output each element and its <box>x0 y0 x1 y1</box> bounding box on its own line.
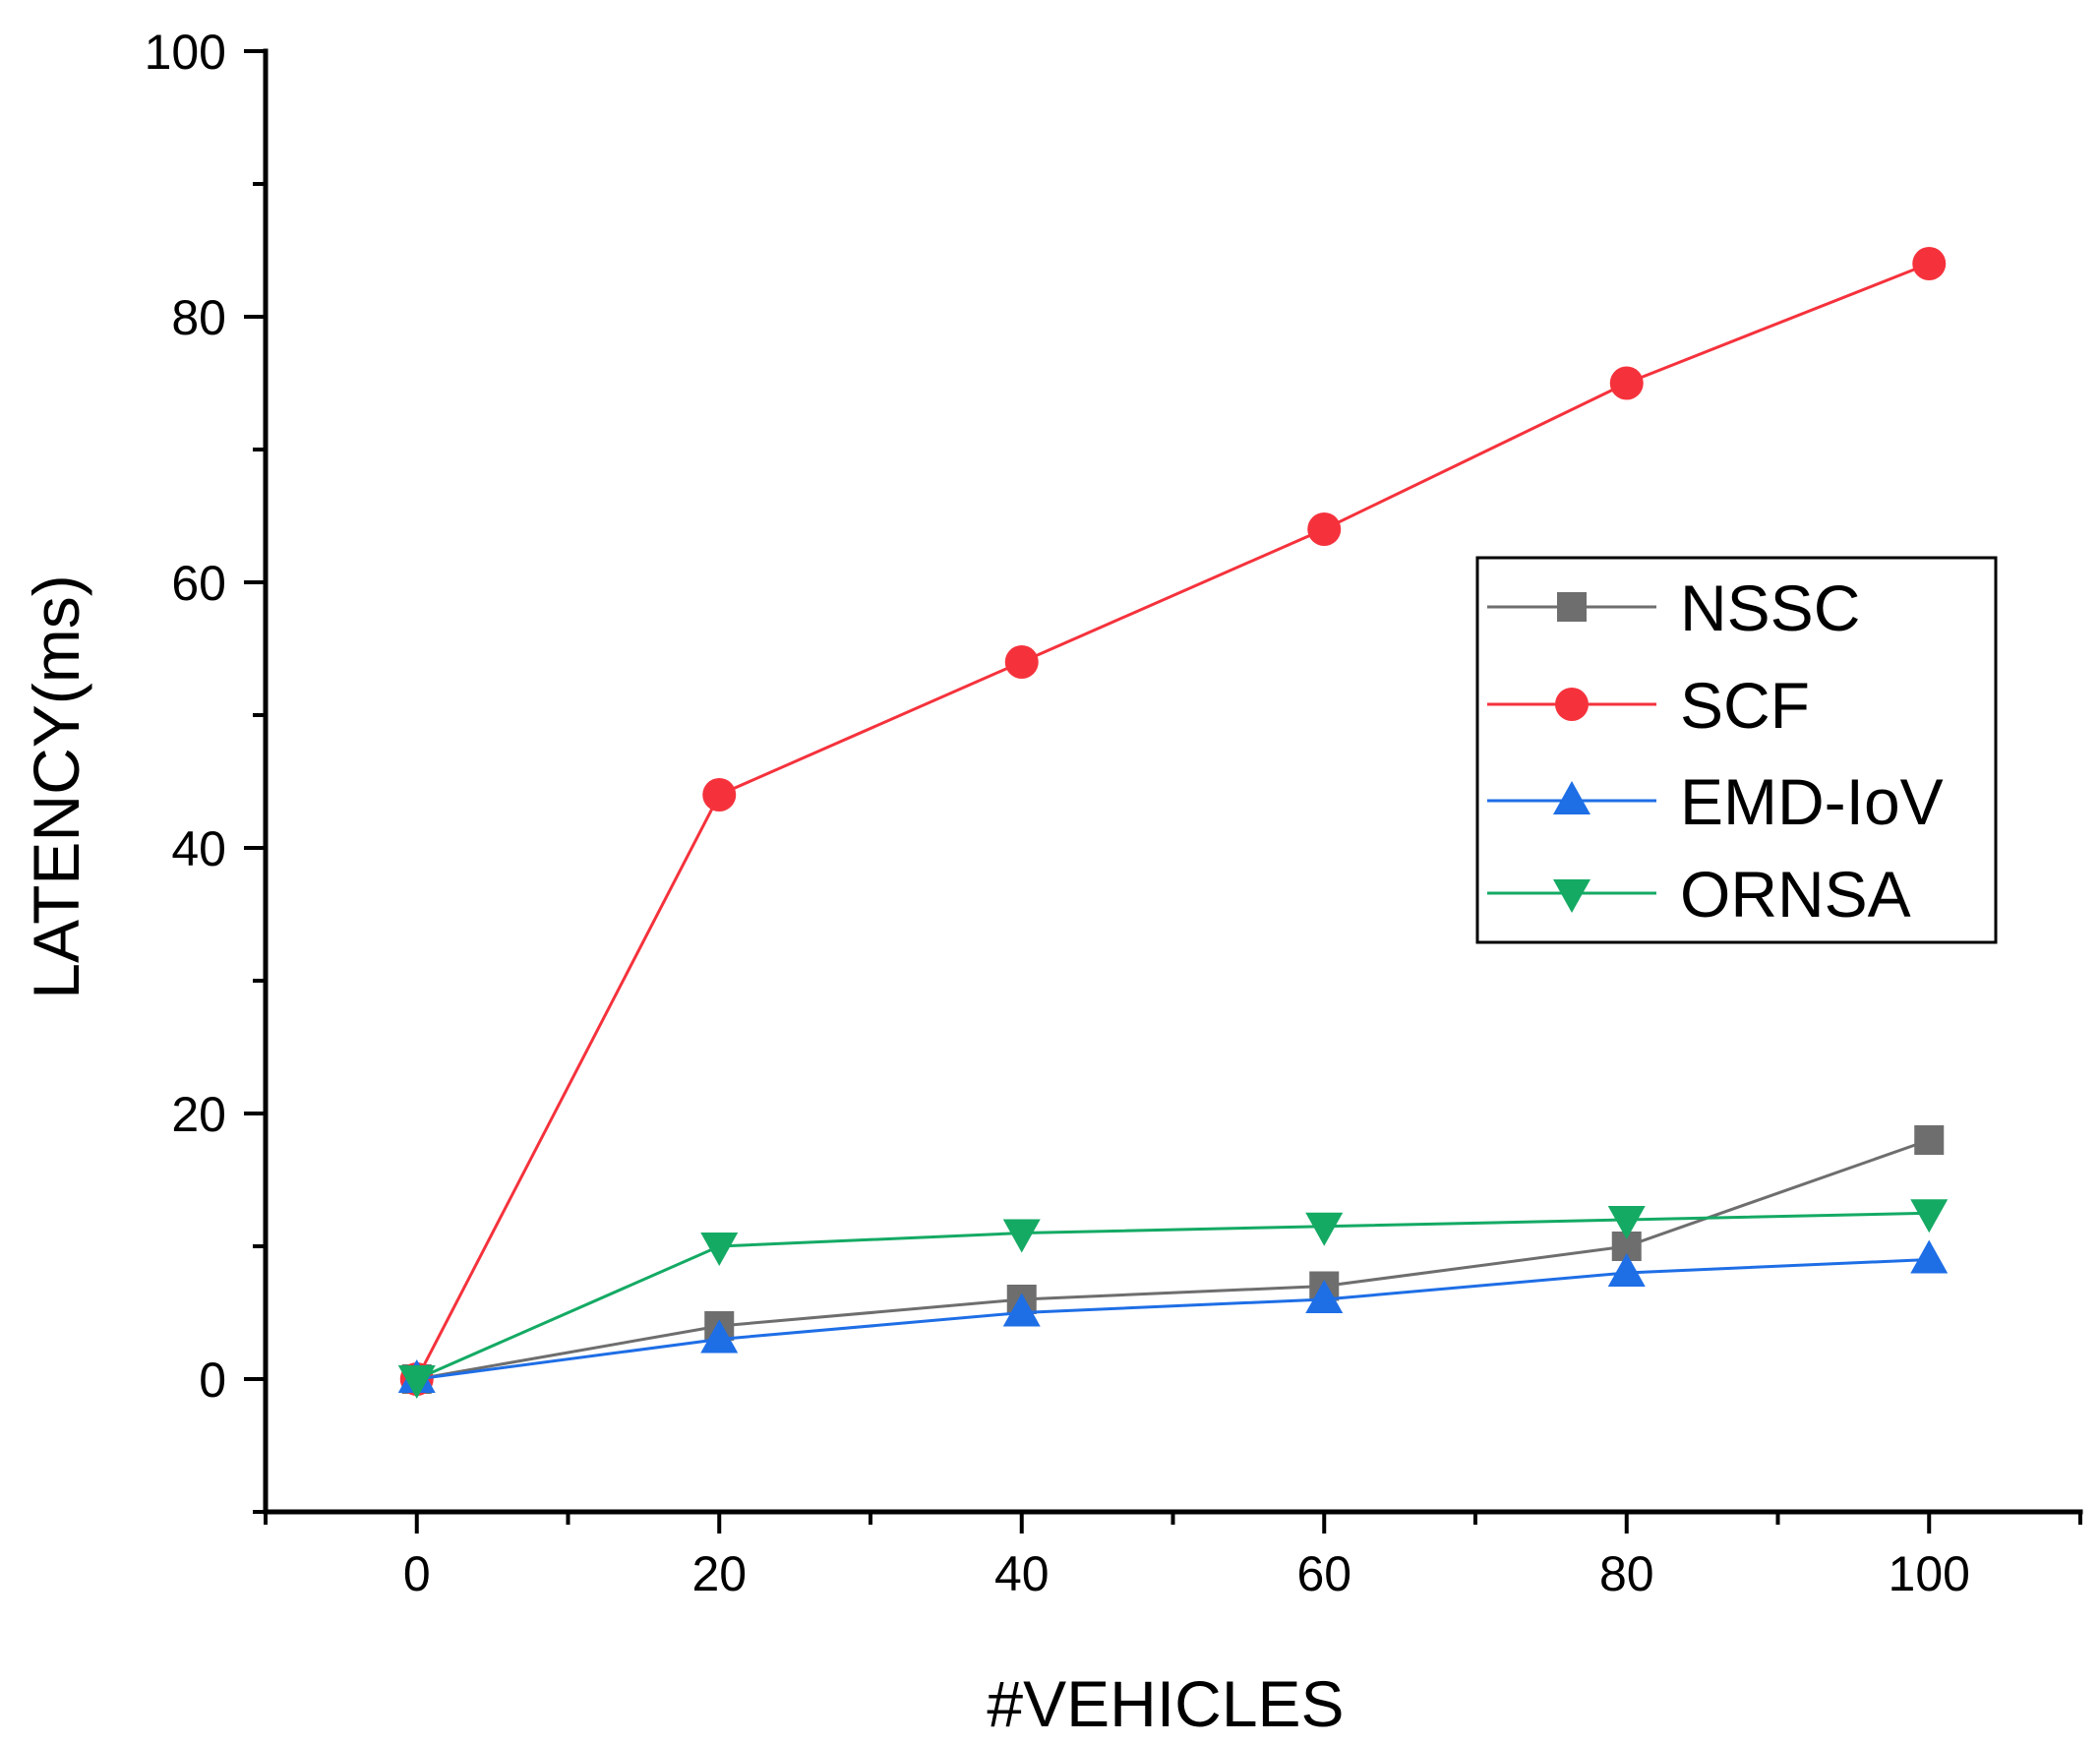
legend-box <box>1475 556 1998 944</box>
y-tick-label: 20 <box>171 1087 226 1142</box>
y-tick-label: 40 <box>171 821 226 876</box>
legend-label-emd-iov: EMD-IoV <box>1680 765 1944 838</box>
data-point-ornsa <box>1607 1206 1646 1239</box>
data-point-emd-iov <box>700 1319 739 1354</box>
data-point-emd-iov <box>1607 1253 1646 1287</box>
series-nssc <box>401 1125 1945 1394</box>
x-tick-label: 0 <box>403 1546 431 1601</box>
legend-label-ornsa: ORNSA <box>1680 858 1911 931</box>
legend-marker-ornsa <box>1553 879 1590 913</box>
series-ornsa <box>397 1199 1949 1399</box>
series-layer <box>397 247 1949 1399</box>
series-emd-iov <box>397 1239 1949 1393</box>
legend-marker-emd-iov <box>1553 781 1590 814</box>
data-point-nssc <box>1914 1125 1945 1155</box>
y-tick-label: 0 <box>199 1353 226 1408</box>
x-tick-label: 60 <box>1296 1546 1351 1601</box>
legend-label-scf: SCF <box>1680 669 1810 742</box>
series-line-ornsa <box>416 1211 1930 1381</box>
y-axis-title: LATENCY(ms) <box>20 574 92 998</box>
x-tick-label: 100 <box>1889 1546 1970 1601</box>
legend-marker-nssc <box>1557 592 1587 622</box>
data-point-scf <box>702 778 737 812</box>
data-point-scf <box>1307 512 1342 546</box>
data-point-ornsa <box>397 1365 436 1399</box>
data-point-scf <box>1004 645 1039 679</box>
x-tick-label: 40 <box>994 1546 1050 1601</box>
data-point-scf <box>1609 366 1644 400</box>
y-tick-label: 100 <box>145 25 226 80</box>
y-tick-label: 80 <box>171 290 226 345</box>
data-point-ornsa <box>1910 1199 1949 1234</box>
data-point-emd-iov <box>1910 1239 1949 1274</box>
data-point-emd-iov <box>1305 1280 1344 1313</box>
data-point-ornsa <box>1305 1212 1344 1246</box>
y-axis-ticks: 0 20 40 60 80 100 <box>145 25 266 1514</box>
data-point-ornsa <box>700 1233 739 1266</box>
data-point-scf <box>1912 247 1947 280</box>
x-tick-label: 20 <box>691 1546 747 1601</box>
series-line-nssc <box>416 1138 1930 1381</box>
data-point-emd-iov <box>1002 1293 1041 1327</box>
series-line-scf <box>415 262 1930 1380</box>
legend-label-nssc: NSSC <box>1680 572 1860 644</box>
series-line-emd-iov <box>416 1258 1930 1381</box>
y-tick-label: 60 <box>171 556 226 611</box>
x-tick-label: 80 <box>1599 1546 1654 1601</box>
legend: NSSC SCF EMD-IoV ORNSA <box>1475 556 1998 944</box>
data-point-ornsa <box>1002 1219 1041 1253</box>
legend-marker-scf <box>1555 688 1589 721</box>
x-axis-ticks: 0 20 40 60 80 100 <box>264 1512 2082 1601</box>
x-axis-title: #VEHICLES <box>987 1667 1344 1740</box>
